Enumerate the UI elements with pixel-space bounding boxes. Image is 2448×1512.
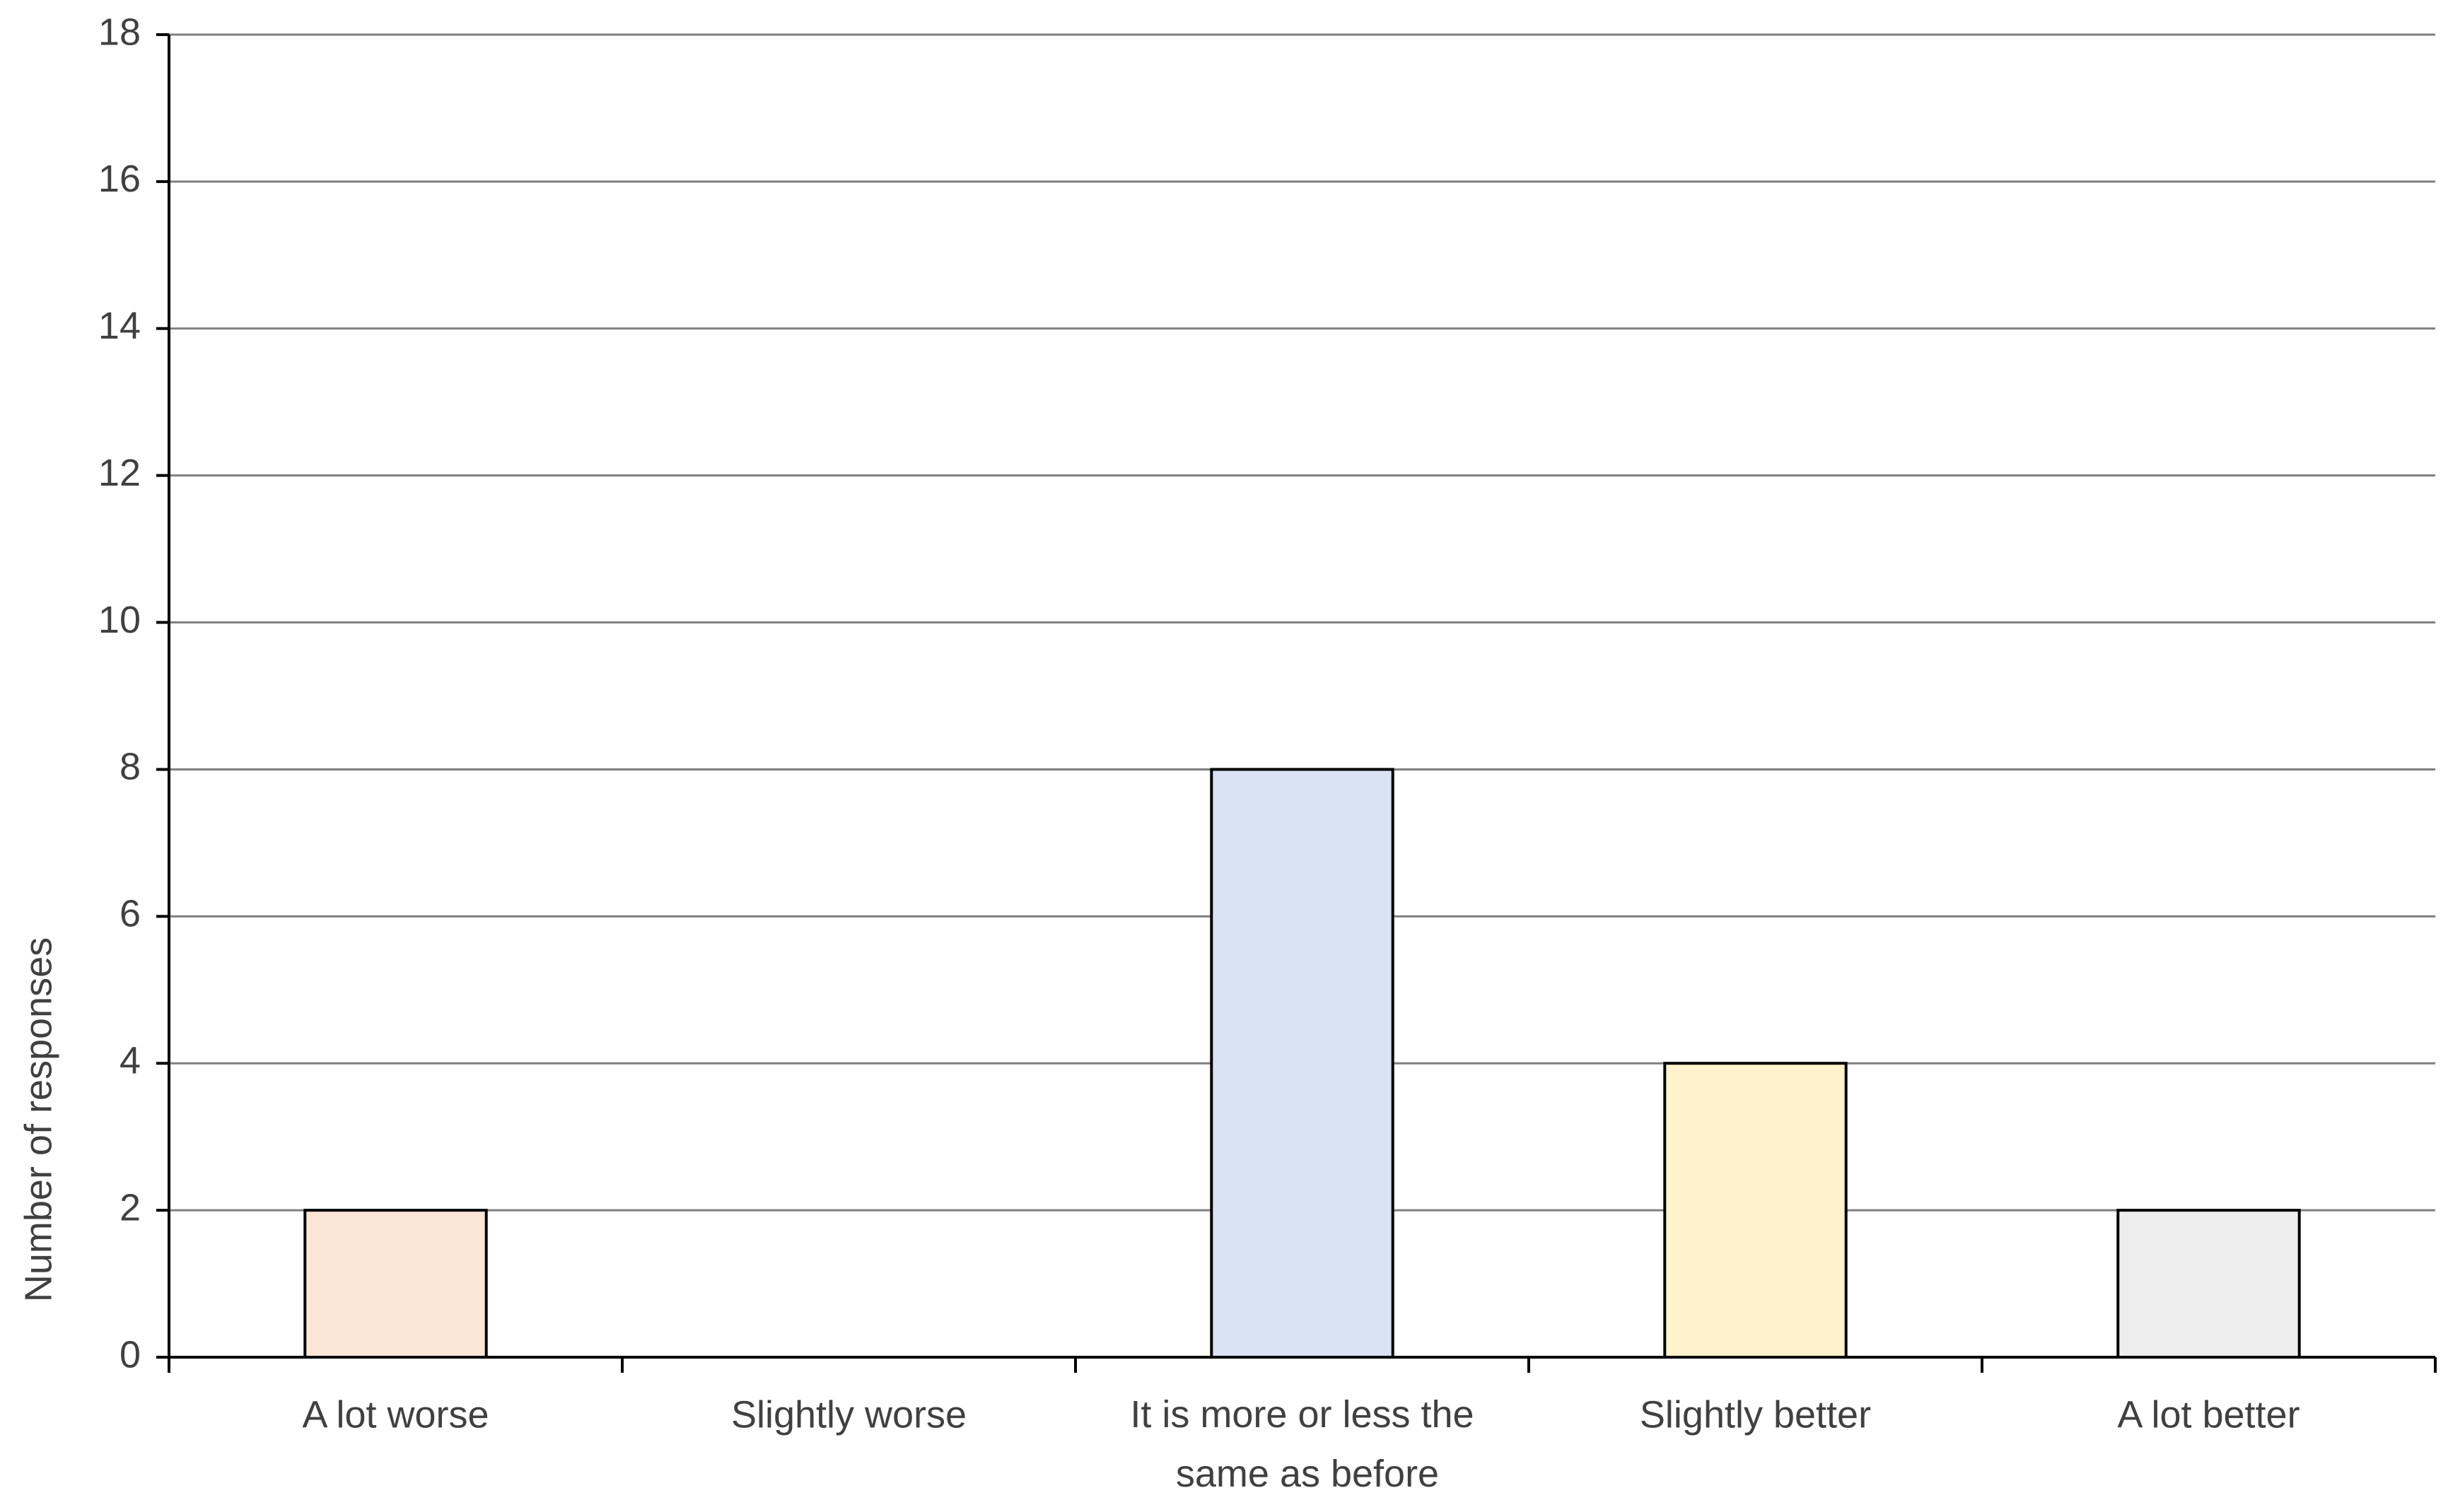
y-tick-label: 10: [98, 599, 141, 641]
x-tick-label: A lot worse: [302, 1393, 489, 1436]
y-tick-label: 16: [98, 158, 141, 200]
x-tick-label: A lot better: [2117, 1393, 2300, 1436]
x-tick-label: Slightly better: [1640, 1393, 1871, 1436]
x-tick-label: Slightly worse: [731, 1393, 967, 1436]
bar: [303, 1209, 488, 1359]
y-tick-label: 14: [98, 305, 141, 347]
bar: [1210, 768, 1394, 1359]
y-tick-label: 0: [120, 1333, 141, 1376]
y-tick-label: 4: [120, 1039, 141, 1082]
y-tick-label: 8: [120, 746, 141, 788]
y-axis-label: Number of responses: [17, 937, 59, 1302]
y-tick-label: 2: [120, 1186, 141, 1229]
y-tick-label: 18: [98, 11, 141, 53]
y-tick-label: 6: [120, 893, 141, 935]
y-tick-label: 12: [98, 452, 141, 494]
bar: [1663, 1062, 1848, 1359]
bar: [2116, 1209, 2301, 1359]
x-tick-label: It is more or less the same as before: [1130, 1393, 1474, 1495]
